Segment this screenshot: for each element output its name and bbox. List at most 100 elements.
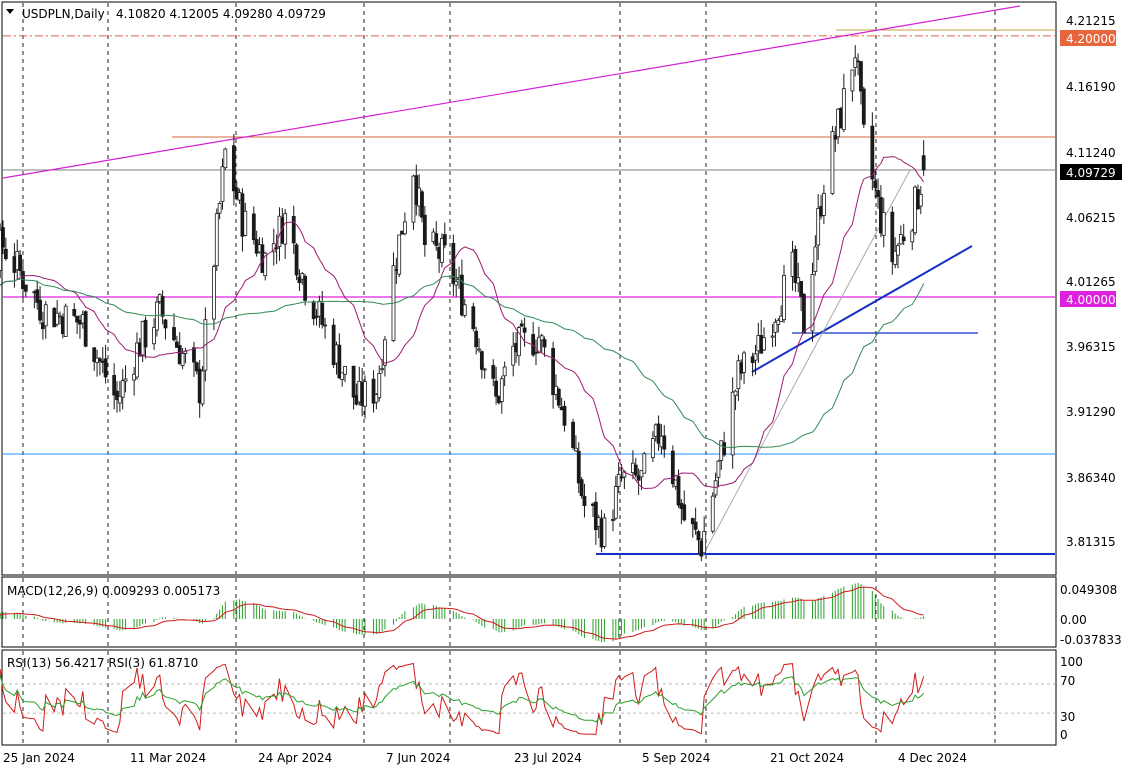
candle-body [482, 368, 487, 371]
macd-tick-zero: 0.00 [1060, 613, 1087, 627]
candle-body [454, 281, 459, 286]
date-tick: 23 Jul 2024 [514, 751, 582, 765]
candle-body [474, 330, 479, 348]
candle-body [642, 453, 647, 474]
candle-body [870, 125, 875, 180]
moving-average-slow [0, 275, 925, 448]
candle-body [534, 351, 538, 354]
candle-body [194, 362, 199, 372]
candle-body [55, 312, 60, 325]
candle-body [98, 358, 102, 362]
candle-body [859, 61, 863, 92]
price-axis: 4.21215 4.16190 4.11240 4.06215 4.01265 … [1060, 14, 1122, 549]
date-tick: 7 Jun 2024 [386, 751, 451, 765]
candle-body [896, 245, 900, 256]
candle-body [556, 388, 561, 406]
candle-body [611, 519, 615, 521]
candle-body [830, 131, 835, 195]
level-4200-tag [1060, 30, 1116, 46]
dropdown-triangle-icon[interactable] [6, 9, 14, 14]
rsi-label: RSI(13) 56.4217 RSI(3) 61.8710 [7, 656, 198, 670]
candle-body [602, 517, 607, 547]
candle-body [574, 447, 578, 452]
candle-body [850, 69, 855, 92]
candle-body [876, 190, 880, 197]
price-panel-border [1, 1, 1057, 576]
candle-body [881, 212, 886, 236]
candle-body [841, 88, 846, 131]
price-tick: 3.91290 [1066, 405, 1116, 419]
candle-body [861, 88, 866, 125]
candle-body [511, 345, 516, 366]
macd-signal-line [0, 586, 924, 640]
candle-body [123, 378, 128, 382]
candle-body [212, 266, 216, 320]
uptrend-line [751, 245, 973, 373]
candle-body [200, 370, 205, 405]
candle-body [380, 368, 384, 371]
candle-body [180, 353, 185, 366]
price-panel [0, 5, 1055, 562]
price-tick: 4.11240 [1066, 146, 1116, 160]
candle-body [762, 337, 766, 351]
candle-body [502, 366, 507, 377]
candle-body [893, 250, 898, 265]
candle-body [174, 341, 179, 348]
candle-body [23, 284, 28, 292]
date-tick: 25 Jan 2024 [3, 751, 75, 765]
date-axis: 25 Jan 2024 11 Mar 2024 24 Apr 2024 7 Ju… [3, 751, 967, 765]
candle-body [670, 450, 675, 485]
candle-body [519, 323, 524, 327]
price-tick: 4.16190 [1066, 80, 1116, 94]
candle-body [160, 296, 165, 317]
candle-body [730, 391, 735, 456]
candle-body [782, 274, 786, 321]
rsi-panel [0, 662, 1055, 736]
candle-body [422, 214, 427, 245]
candle-body [873, 180, 878, 188]
candle-body [223, 148, 228, 169]
candle-body [314, 315, 319, 318]
candle-body [921, 155, 926, 171]
rsi-tick-100: 100 [1060, 655, 1083, 669]
macd-tick-high: 0.049308 [1060, 583, 1117, 597]
candle-body [796, 277, 801, 284]
candle-body [636, 475, 641, 481]
candle-body [58, 315, 62, 318]
candle-body [696, 531, 701, 541]
candle-body [833, 135, 838, 140]
candle-body [793, 249, 798, 283]
candle-body [291, 215, 296, 244]
price-tick: 4.06215 [1066, 211, 1116, 225]
date-tick: 21 Oct 2024 [770, 751, 844, 765]
candle-body [263, 252, 268, 277]
level-4000-tag [1060, 291, 1116, 307]
macd-panel-border [1, 576, 1057, 648]
rsi-tick-30: 30 [1060, 710, 1075, 724]
candle-body [337, 344, 342, 379]
macd-label: MACD(12,26,9) 0.009293 0.005173 [7, 584, 220, 598]
candle-body [918, 193, 923, 207]
candle-body [143, 319, 148, 348]
ohlc-values: 4.10820 4.12005 4.09280 4.09729 [116, 7, 326, 21]
rsi-tick-0: 0 [1060, 728, 1068, 742]
candle-body [434, 233, 439, 246]
candle-body [303, 275, 308, 301]
candle-body [890, 211, 895, 263]
candle-body [363, 381, 367, 407]
candle-body [733, 390, 738, 397]
chart-header: USDPLN,Daily 4.10820 4.12005 4.09280 4.0… [6, 7, 326, 21]
candle-body [494, 380, 499, 397]
candle-body [152, 327, 156, 345]
candle-body [43, 304, 48, 327]
candle-body [243, 210, 248, 236]
candle-body [274, 247, 279, 249]
channel-upper-line [2, 5, 1021, 179]
candle-body [619, 476, 624, 479]
candle-body [901, 236, 906, 242]
candle-body [135, 342, 139, 378]
current-price-tag-text: 4.09729 [1066, 166, 1116, 180]
candle-body [702, 531, 707, 554]
candle-body [542, 339, 547, 348]
candle-body [397, 234, 402, 275]
